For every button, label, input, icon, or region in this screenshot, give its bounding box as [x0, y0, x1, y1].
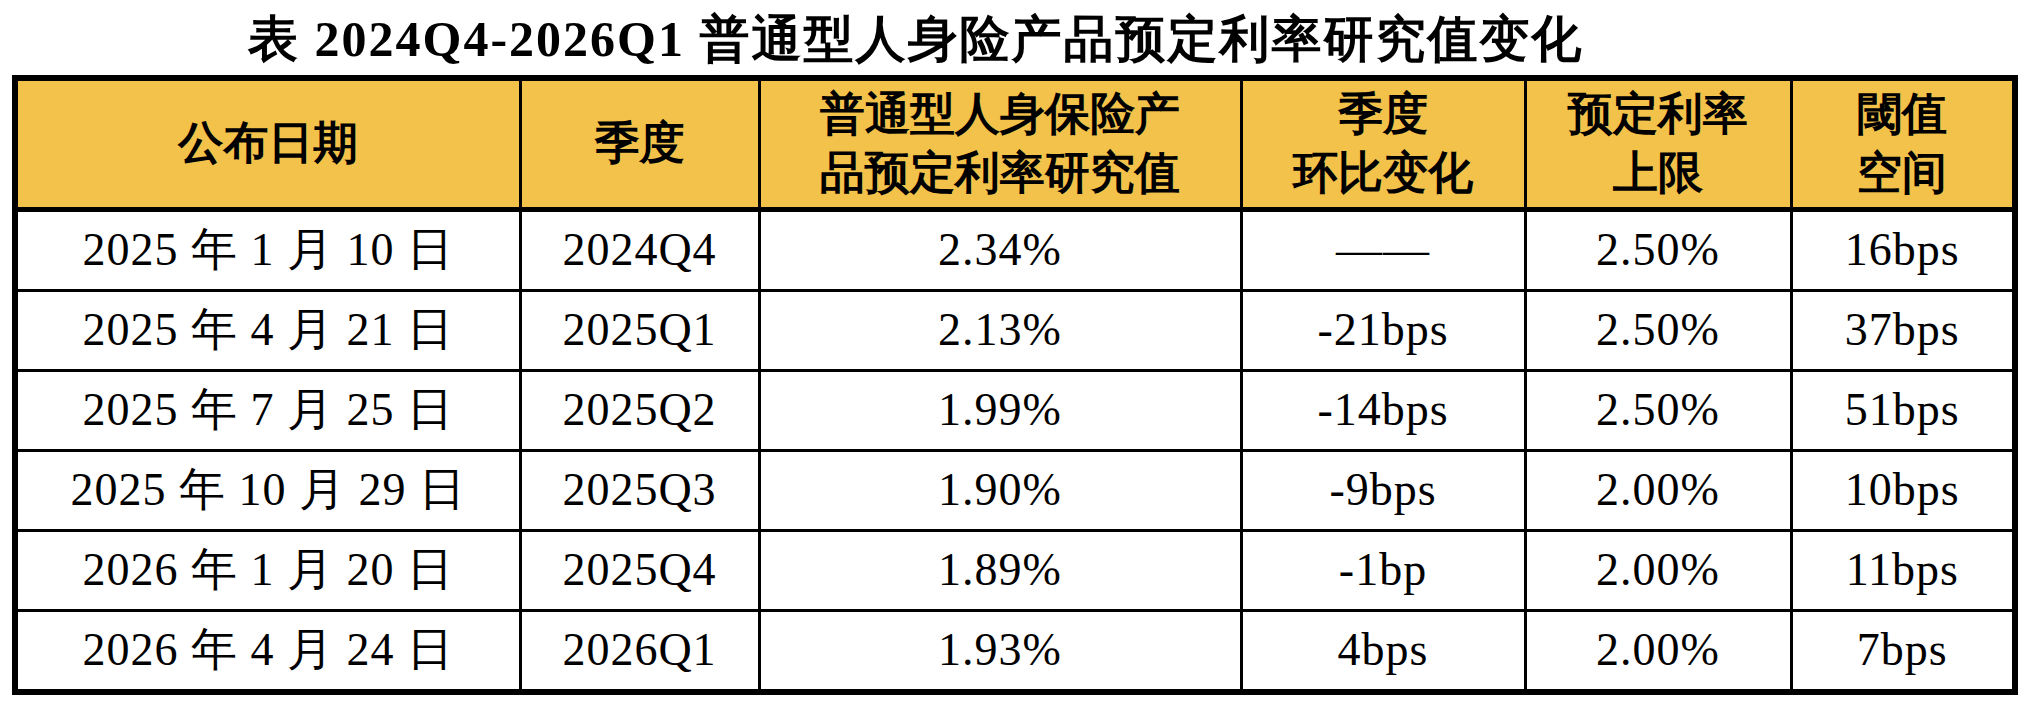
- table-cell-research-value: 1.89%: [759, 530, 1241, 610]
- header-cell-research-value: 普通型人身保险产 品预定利率研究值: [759, 78, 1241, 210]
- table-cell-threshold-space: 51bps: [1791, 370, 2015, 450]
- table-cell-rate-cap: 2.00%: [1525, 450, 1791, 530]
- table-cell-quarter: 2026Q1: [520, 610, 759, 692]
- header-cell-threshold-space: 閾值 空间: [1791, 78, 2015, 210]
- table-cell-publish-date: 2025 年 1 月 10 日: [15, 209, 520, 290]
- table-cell-quarter: 2024Q4: [520, 209, 759, 290]
- header-cell-publish-date: 公布日期: [15, 78, 520, 210]
- table-cell-rate-cap: 2.00%: [1525, 530, 1791, 610]
- table-row: 2026 年 1 月 20 日 2025Q4 1.89% -1bp 2.00% …: [15, 530, 2015, 610]
- table-cell-threshold-space: 16bps: [1791, 209, 2015, 290]
- header-row: 公布日期 季度 普通型人身保险产 品预定利率研究值 季度 环比变化 预定利率 上…: [15, 78, 2015, 210]
- header-cell-rate-cap: 预定利率 上限: [1525, 78, 1791, 210]
- table-cell-research-value: 1.90%: [759, 450, 1241, 530]
- table-cell-publish-date: 2026 年 1 月 20 日: [15, 530, 520, 610]
- table-cell-threshold-space: 11bps: [1791, 530, 2015, 610]
- table-cell-qoq-change: -1bp: [1241, 530, 1525, 610]
- table-row: 2025 年 1 月 10 日 2024Q4 2.34% —— 2.50% 16…: [15, 209, 2015, 290]
- table-cell-research-value: 2.13%: [759, 290, 1241, 370]
- table-cell-rate-cap: 2.50%: [1525, 209, 1791, 290]
- table-cell-research-value: 2.34%: [759, 209, 1241, 290]
- table-row: 2025 年 4 月 21 日 2025Q1 2.13% -21bps 2.50…: [15, 290, 2015, 370]
- table-cell-qoq-change: 4bps: [1241, 610, 1525, 692]
- table-cell-qoq-change: ——: [1241, 209, 1525, 290]
- table-cell-research-value: 1.93%: [759, 610, 1241, 692]
- rate-table: 公布日期 季度 普通型人身保险产 品预定利率研究值 季度 环比变化 预定利率 上…: [12, 75, 2018, 695]
- table-cell-rate-cap: 2.50%: [1525, 370, 1791, 450]
- table-cell-qoq-change: -21bps: [1241, 290, 1525, 370]
- table-cell-rate-cap: 2.50%: [1525, 290, 1791, 370]
- table-cell-qoq-change: -9bps: [1241, 450, 1525, 530]
- header-cell-quarter: 季度: [520, 78, 759, 210]
- table-cell-publish-date: 2025 年 10 月 29 日: [15, 450, 520, 530]
- table-cell-publish-date: 2026 年 4 月 24 日: [15, 610, 520, 692]
- header-cell-qoq-change: 季度 环比变化: [1241, 78, 1525, 210]
- table-row: 2026 年 4 月 24 日 2026Q1 1.93% 4bps 2.00% …: [15, 610, 2015, 692]
- table-cell-rate-cap: 2.00%: [1525, 610, 1791, 692]
- table-cell-research-value: 1.99%: [759, 370, 1241, 450]
- table-cell-quarter: 2025Q4: [520, 530, 759, 610]
- table-cell-threshold-space: 10bps: [1791, 450, 2015, 530]
- table-cell-publish-date: 2025 年 7 月 25 日: [15, 370, 520, 450]
- table-title: 表 2024Q4-2026Q1 普通型人身险产品预定利率研究值变化: [248, 8, 2024, 71]
- table-row: 2025 年 7 月 25 日 2025Q2 1.99% -14bps 2.50…: [15, 370, 2015, 450]
- table-cell-publish-date: 2025 年 4 月 21 日: [15, 290, 520, 370]
- table-cell-quarter: 2025Q1: [520, 290, 759, 370]
- table-cell-quarter: 2025Q2: [520, 370, 759, 450]
- table-cell-threshold-space: 37bps: [1791, 290, 2015, 370]
- table-cell-threshold-space: 7bps: [1791, 610, 2015, 692]
- table-row: 2025 年 10 月 29 日 2025Q3 1.90% -9bps 2.00…: [15, 450, 2015, 530]
- table-cell-quarter: 2025Q3: [520, 450, 759, 530]
- page: 表 2024Q4-2026Q1 普通型人身险产品预定利率研究值变化 公布日期 季…: [0, 8, 2024, 712]
- table-cell-qoq-change: -14bps: [1241, 370, 1525, 450]
